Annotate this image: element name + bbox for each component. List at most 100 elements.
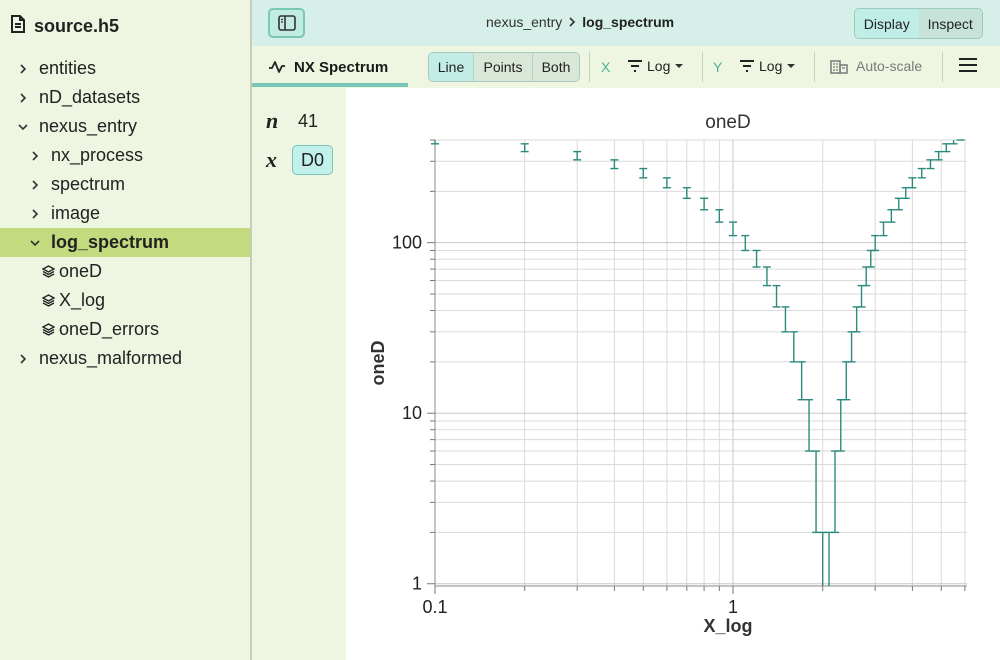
error-bar [752, 249, 761, 268]
sidebar-toggle-icon [277, 15, 296, 31]
tab-nx-spectrum[interactable]: NX Spectrum [252, 46, 408, 88]
breadcrumb-current: log_spectrum [582, 14, 675, 30]
x-axis-title: X_log [703, 616, 752, 636]
tree-item-image[interactable]: image [0, 199, 250, 228]
vis-tab-label: NX Spectrum [294, 58, 389, 76]
toolbar-divider [942, 52, 943, 82]
breadcrumb-parent[interactable]: nexus_entry [486, 14, 563, 30]
tree-item-oned-errors[interactable]: oneD_errors [0, 315, 250, 344]
error-bar [700, 197, 709, 211]
error-bar [662, 177, 671, 189]
active-tab-indicator [252, 83, 408, 87]
error-bar [857, 284, 866, 308]
error-bar [887, 209, 896, 223]
chevron-down-icon [17, 121, 29, 133]
hamburger-icon [959, 58, 977, 72]
sidebar-toggle-button[interactable] [268, 8, 305, 38]
error-bar [741, 234, 750, 252]
tree-item-nexus-malformed[interactable]: nexus_malformed [0, 344, 250, 373]
chevron-right-icon [17, 63, 29, 75]
tree-item-label: entities [39, 58, 97, 78]
error-bar [871, 234, 880, 252]
error-bar [926, 159, 935, 170]
error-bar [812, 450, 821, 534]
tree-item-label: spectrum [51, 174, 126, 194]
tree-item-label: nx_process [51, 145, 144, 165]
error-bar [949, 140, 958, 145]
error-bar [797, 361, 806, 401]
chevron-right-icon [29, 179, 41, 191]
error-bar [639, 167, 648, 179]
filter-icon [628, 60, 642, 72]
x-scale-dropdown[interactable]: Log [627, 58, 684, 74]
error-bar [908, 177, 917, 189]
error-bar [894, 197, 903, 211]
error-bar [836, 399, 845, 452]
tree-item-nx-process[interactable]: nx_process [0, 141, 250, 170]
error-bar [805, 399, 814, 452]
dim-n-row: n 41 [266, 108, 318, 134]
inspect-mode-button[interactable]: Inspect [918, 9, 982, 38]
tree-item-log-spectrum[interactable]: log_spectrum [0, 228, 250, 257]
caret-down-icon [675, 64, 684, 68]
file-icon [10, 14, 26, 38]
points-option[interactable]: Points [474, 53, 533, 81]
error-bar [610, 159, 619, 170]
mode-switch: Display Inspect [854, 8, 983, 39]
filter-icon [740, 60, 754, 72]
chevron-right-icon [29, 208, 41, 220]
chevron-right-icon [17, 353, 29, 365]
tree-item-label: image [51, 203, 101, 223]
error-bar [879, 221, 888, 237]
tree-item-nexus-entry[interactable]: nexus_entry [0, 112, 250, 141]
chart-title: oneD [705, 112, 750, 133]
y-tick-label: 10 [402, 403, 422, 423]
tree-item-label: X_log [59, 290, 106, 310]
error-bar [573, 150, 582, 161]
toolbar-divider [702, 52, 703, 82]
error-bar [520, 143, 529, 153]
dim-x-axis-chip[interactable]: D0 [292, 145, 333, 175]
tree-item-oned[interactable]: oneD [0, 257, 250, 286]
dim-x-row: x D0 [266, 145, 333, 175]
autoscale-button[interactable]: Auto-scale [830, 58, 922, 74]
building-icon [830, 60, 848, 74]
dim-x-label: x [266, 147, 277, 172]
x-tick-label: 1 [728, 597, 738, 617]
breadcrumb: nexus_entry log_spectrum [486, 14, 674, 30]
menu-button[interactable] [958, 58, 980, 76]
file-header[interactable]: source.h5 [10, 14, 119, 38]
tree-item-label: log_spectrum [51, 232, 170, 252]
tree-item-label: nD_datasets [39, 87, 141, 107]
y-scale-value: Log [759, 58, 783, 74]
top-bar: nexus_entry log_spectrum Display Inspect [252, 0, 1000, 46]
chart-area: 0.1 1 1 10 100 oneD X_log oneD [346, 88, 1000, 660]
tree-item-nd-datasets[interactable]: nD_datasets [0, 83, 250, 112]
y-axis-title: oneD [368, 340, 388, 385]
tree-item-spectrum[interactable]: spectrum [0, 170, 250, 199]
error-bar [818, 531, 827, 586]
y-tick-label: 100 [392, 233, 422, 253]
error-bar [934, 150, 943, 161]
tree-item-entities[interactable]: entities [0, 54, 250, 83]
error-bar [831, 450, 840, 534]
tree-item-x-log[interactable]: X_log [0, 286, 250, 315]
dataset-icon [41, 265, 55, 279]
y-axis-letter: Y [713, 59, 723, 75]
chevron-right-icon [568, 14, 576, 30]
error-bar [781, 306, 790, 333]
dataset-icon [41, 323, 55, 337]
error-bar [942, 143, 951, 153]
autoscale-label: Auto-scale [856, 58, 923, 74]
both-option[interactable]: Both [533, 53, 579, 81]
tree-item-label: nexus_entry [39, 116, 138, 136]
y-scale-dropdown[interactable]: Log [739, 58, 796, 74]
line-option[interactable]: Line [429, 53, 474, 81]
error-bar [917, 167, 926, 179]
sidebar-resize-handle[interactable] [250, 0, 252, 660]
error-bar [842, 361, 851, 401]
file-name: source.h5 [34, 15, 120, 36]
display-mode-button[interactable]: Display [855, 9, 919, 38]
y-tick-label: 1 [412, 574, 422, 594]
